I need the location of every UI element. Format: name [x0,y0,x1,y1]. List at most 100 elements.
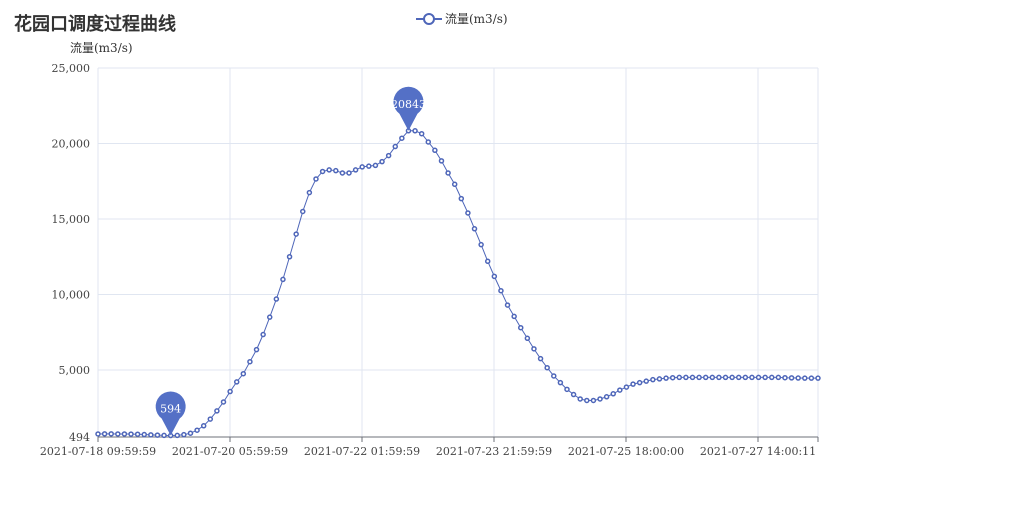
x-tick-label: 2021-07-27 14:00:11 [700,445,816,458]
data-point [293,231,299,237]
data-point [352,167,359,173]
data-point [154,432,161,438]
data-point [557,379,564,386]
data-point [669,374,676,381]
data-point [333,167,339,174]
y-tick-label: 10,000 [52,289,91,302]
data-point [683,374,689,381]
data-point [808,375,815,381]
data-point [451,181,458,188]
data-point [207,416,214,422]
data-point [597,396,603,402]
data-point [636,379,643,386]
data-point [551,373,557,379]
data-point [802,375,808,381]
y-tick-label: 15,000 [52,213,91,226]
data-point [643,378,650,384]
marker-pin [155,391,186,436]
data-point [425,139,432,145]
data-point [491,273,498,280]
data-point [115,431,121,437]
data-point [524,335,531,342]
data-point [412,128,418,134]
data-point [121,431,128,437]
data-point [623,384,630,390]
data-point [762,374,768,381]
data-point [498,287,504,294]
data-point [577,396,583,402]
data-point [300,208,306,215]
data-point [584,397,590,404]
data-point [610,391,616,397]
data-point [220,399,227,405]
data-point [795,375,801,381]
data-point [134,431,141,437]
data-point [240,370,247,377]
data-point [306,189,313,196]
x-tick-label: 2021-07-25 18:00:00 [568,445,684,458]
y-tick-label: 494 [69,431,90,444]
x-tick-label: 2021-07-23 21:59:59 [436,445,552,458]
data-point [233,379,240,385]
data-point [775,374,782,381]
y-tick-label: 20,000 [52,138,91,151]
data-point [742,374,749,381]
data-point [749,374,755,381]
data-point [392,143,398,150]
data-point [445,170,451,176]
data-point [617,387,623,393]
data-point [689,374,696,381]
data-point [200,423,207,429]
y-tick-label: 5,000 [59,364,91,377]
data-point [227,388,233,395]
data-point [418,130,425,137]
y-tick-label: 25,000 [52,62,91,75]
data-point [174,432,181,439]
data-point [432,147,438,154]
data-point [260,331,266,338]
data-point [359,164,365,170]
data-point [458,195,465,202]
data-point [544,364,550,371]
chart-title: 花园口调度过程曲线 [14,14,176,35]
y-axis-name: 流量(m3/s) [70,41,133,55]
series-line-flow [97,130,818,437]
data-point [650,376,656,383]
data-point [339,170,346,176]
data-point [101,431,108,437]
data-point [663,375,669,381]
data-point [194,427,200,433]
data-point [656,376,663,382]
data-point [537,355,544,362]
data-point [603,394,610,400]
data-point [531,346,537,352]
data-point [696,374,702,381]
data-point [478,241,484,248]
data-point [141,431,147,438]
data-point [346,170,352,176]
data-point [570,391,577,398]
data-point [438,158,445,164]
data-point [319,168,326,175]
data-point [729,374,735,381]
data-point [788,375,795,381]
data-point [465,210,471,216]
data-point [504,302,511,308]
data-point [471,226,478,232]
data-point [128,431,134,437]
data-point [518,324,524,331]
data-point [253,346,260,353]
data-point [286,254,293,260]
data-point [372,162,379,169]
x-tick-label: 2021-07-20 05:59:59 [172,445,288,458]
legend-item-flow[interactable]: 流量(m3/s) [416,10,508,27]
data-point [108,431,114,437]
marker-pin [393,86,424,131]
data-point [366,163,372,169]
data-point [280,276,286,283]
data-point [95,431,101,437]
data-point [247,358,253,365]
data-point [815,375,821,381]
legend-line-circle-icon [416,12,442,25]
